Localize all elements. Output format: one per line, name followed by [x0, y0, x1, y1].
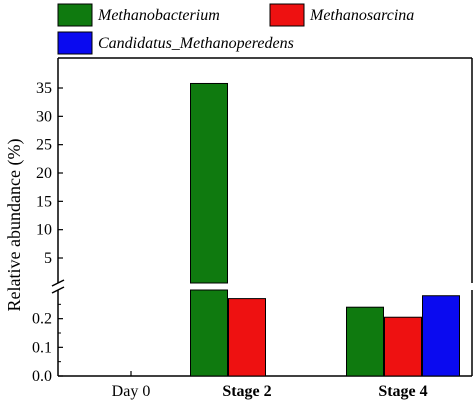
legend-swatch — [269, 3, 305, 27]
axis-break-mark-lower — [51, 286, 65, 294]
y-tick-label: 0.0 — [32, 368, 52, 385]
bar — [190, 289, 228, 377]
x-tick-label: Stage 4 — [378, 383, 427, 400]
bar — [346, 306, 384, 377]
x-tick-label: Day 0 — [112, 383, 151, 400]
y-tick-label: 10 — [36, 222, 52, 239]
y-tick-label: 5 — [44, 250, 52, 267]
bar — [228, 298, 266, 377]
y-tick-label: 0.2 — [32, 311, 52, 328]
bar — [422, 295, 460, 377]
y-tick-label: 35 — [36, 80, 52, 97]
y-tick-label: 0.1 — [32, 339, 52, 356]
legend-label: Methanosarcina — [309, 7, 414, 24]
bar — [190, 82, 228, 284]
legend-swatch — [57, 3, 93, 27]
legend-label: Methanobacterium — [97, 7, 220, 24]
y-tick-label: 15 — [36, 193, 52, 210]
y-tick-label: 20 — [36, 165, 52, 182]
y-tick-label: 30 — [36, 108, 52, 125]
y-axis-title: Relative abundance (%) — [4, 139, 25, 312]
legend-label: Candidatus_Methanoperedens — [98, 35, 294, 52]
axis-break-mark-upper — [51, 279, 65, 287]
bar — [384, 316, 422, 377]
legend-swatch — [57, 31, 93, 55]
y-tick-label: 25 — [36, 137, 52, 154]
x-tick-label: Stage 2 — [222, 383, 271, 400]
